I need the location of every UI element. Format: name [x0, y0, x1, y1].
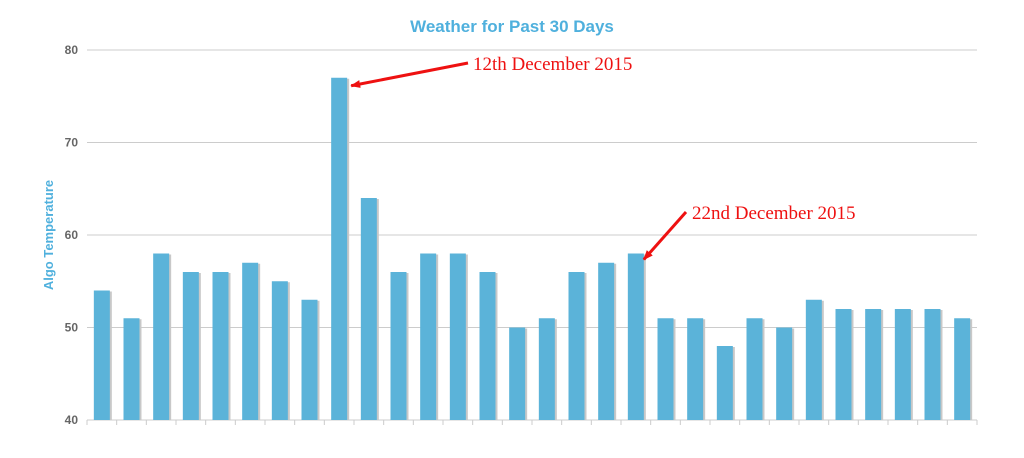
- bar-8[interactable]: [301, 299, 318, 420]
- y-tick-label: 80: [65, 43, 79, 57]
- bar-1[interactable]: [93, 290, 110, 421]
- bar-7[interactable]: [271, 281, 288, 420]
- bar-20[interactable]: [657, 318, 674, 420]
- bars: [93, 77, 973, 421]
- annotation-label: 22nd December 2015: [692, 203, 856, 224]
- bar-6[interactable]: [242, 262, 259, 420]
- bar-27[interactable]: [865, 309, 882, 420]
- bar-22[interactable]: [716, 346, 733, 420]
- x-axis-ticks: [86, 420, 978, 425]
- bar-30[interactable]: [954, 318, 971, 420]
- annotation-arrow: [642, 211, 688, 261]
- bar-11[interactable]: [390, 272, 407, 420]
- y-tick-label: 40: [65, 413, 79, 427]
- bar-14[interactable]: [479, 272, 496, 420]
- bar-25[interactable]: [805, 299, 822, 420]
- bar-21[interactable]: [687, 318, 704, 420]
- annotations: 12th December 2015 22nd December 2015: [350, 54, 856, 261]
- bar-5[interactable]: [212, 272, 229, 420]
- bar-29[interactable]: [924, 309, 941, 420]
- bar-12[interactable]: [420, 253, 437, 421]
- annotation-arrow: [350, 61, 469, 88]
- bar-26[interactable]: [835, 309, 852, 420]
- y-tick-label: 60: [65, 228, 79, 242]
- bar-2[interactable]: [123, 318, 140, 420]
- bar-13[interactable]: [449, 253, 466, 421]
- bar-17[interactable]: [568, 272, 585, 420]
- bar-23[interactable]: [746, 318, 763, 420]
- bar-15[interactable]: [509, 327, 526, 421]
- annotation-label: 12th December 2015: [473, 54, 632, 75]
- bar-4[interactable]: [182, 272, 199, 420]
- y-tick-label: 50: [65, 321, 79, 335]
- bar-3[interactable]: [153, 253, 170, 421]
- bar-16[interactable]: [538, 318, 555, 420]
- bar-19[interactable]: [627, 253, 644, 421]
- bar-10[interactable]: [360, 198, 377, 420]
- y-axis-ticks: 40 50 60 70 80: [65, 43, 79, 427]
- chart-title: Weather for Past 30 Days: [410, 17, 614, 36]
- bar-18[interactable]: [598, 262, 615, 420]
- bar-28[interactable]: [894, 309, 911, 420]
- bar-9[interactable]: [331, 77, 348, 420]
- y-tick-label: 70: [65, 136, 79, 150]
- y-axis-label: Algo Temperature: [41, 180, 56, 290]
- bar-24[interactable]: [776, 327, 793, 421]
